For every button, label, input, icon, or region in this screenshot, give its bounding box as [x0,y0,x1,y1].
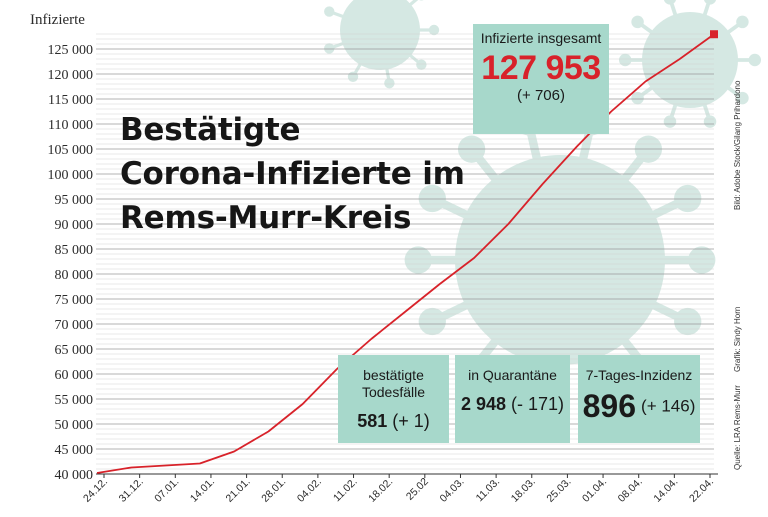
incidence-label: 7-Tages-Inzidenz [578,367,700,384]
deaths-box: bestätigte Todesfälle 581 (+ 1) [338,355,449,443]
y-tick-label: 75 000 [55,293,94,308]
graphic-credit: Grafik: Sindy Horn [733,307,742,372]
virus-body [455,155,665,365]
y-axis-label: Infizierte [30,12,85,29]
x-tick-label: 01.04. [580,476,609,505]
quarantine-value: 2 948 [461,394,506,414]
chart-title: Bestätigte Corona-Infizierte im Rems-Mur… [120,108,465,240]
y-axis-ticks: 40 000 45 000 50 000 55 000 60 000 65 000 70 0… [48,43,94,483]
quarantine-change: (- 171) [511,394,564,414]
x-tick-label: 04.02. [295,476,324,505]
y-tick-label: 115 000 [48,93,93,108]
x-tick-label: 08.04. [616,476,645,505]
virus-spike-head [704,0,716,5]
title-line-1: Bestätigte [120,108,465,152]
incidence-box: 7-Tages-Inzidenz 896 (+ 146) [578,355,700,443]
virus-spike-head [688,246,715,273]
y-tick-label: 80 000 [55,268,94,283]
incidence-value: 896 [583,388,636,424]
x-tick-label: 25.02 [404,476,431,503]
y-tick-label: 85 000 [55,243,94,258]
virus-spike-head [674,308,701,335]
virus-spike-head [619,54,631,66]
y-tick-label: 45 000 [55,443,94,458]
x-tick-label: 28.01. [259,476,288,505]
x-tick-label: 11.02. [331,476,360,505]
x-tick-label: 21.01. [224,476,253,505]
y-tick-label: 40 000 [55,468,94,483]
x-tick-label: 25.03. [544,476,573,505]
y-tick-label: 110 000 [48,118,93,133]
deaths-value: 581 [357,411,387,431]
incidence-value-row: 896 (+ 146) [578,388,700,425]
y-tick-label: 55 000 [55,393,94,408]
x-tick-label: 22.04. [687,476,716,505]
title-line-2: Corona-Infizierte im [120,152,465,196]
virus-spike-head [736,16,748,28]
virus-spike-head [664,0,676,5]
x-tick-label: 14.01. [188,476,217,505]
series-end-marker [710,30,718,38]
x-tick-label: 14.04. [651,476,680,505]
y-tick-label: 60 000 [55,368,94,383]
source-credit: Quelle: LRA Rems-Murr [733,385,742,470]
x-tick-label: 07.01. [152,476,181,505]
y-tick-label: 120 000 [48,68,94,83]
y-tick-label: 65 000 [55,343,94,358]
virus-spike-head [749,54,761,66]
y-tick-label: 70 000 [55,318,94,333]
y-tick-label: 100 000 [48,168,94,183]
virus-spike-head [324,6,334,16]
virus-spike-head [405,246,432,273]
deaths-label: bestätigte Todesfälle [338,367,449,401]
y-tick-label: 105 000 [48,143,94,158]
x-tick-label: 31.12. [117,476,146,505]
y-tick-label: 125 000 [48,43,94,58]
title-line-3: Rems-Murr-Kreis [120,196,465,240]
incidence-change: (+ 146) [641,397,695,416]
y-tick-label: 95 000 [55,193,94,208]
virus-spike-head [664,115,676,127]
virus-spike-head [631,16,643,28]
total-infected-box: Infizierte insgesamt 127 953 (+ 706) [473,24,609,134]
virus-spike-head [704,115,716,127]
virus-spike-head [348,72,358,82]
virus-body [642,12,738,108]
quarantine-value-row: 2 948 (- 171) [455,394,570,415]
virus-spike-head [384,78,394,88]
virus-spike-head [419,308,446,335]
x-tick-label: 11.03. [474,476,503,505]
x-tick-label: 18.02. [366,476,395,505]
virus-spike-head [416,60,426,70]
x-tick-label: 04.03. [437,476,466,505]
x-tick-label: 18.03. [509,476,538,505]
photo-credit: Bild: Adobe Stock/Gilang Prihardono [733,81,742,210]
deaths-value-row: 581 (+ 1) [338,411,449,432]
quarantine-label: in Quarantäne [455,367,570,384]
virus-body [340,0,420,70]
virus-spike-head [324,43,334,53]
quarantine-box: in Quarantäne 2 948 (- 171) [455,355,570,443]
y-tick-label: 90 000 [55,218,94,233]
y-tick-label: 50 000 [55,418,94,433]
x-axis-ticks: 24.12.31.12.07.01.14.01.21.01.28.01.04.0… [81,474,716,505]
deaths-change: (+ 1) [392,411,430,431]
total-infected-value: 127 953 [473,50,609,86]
total-infected-label: Infizierte insgesamt [473,30,609,47]
virus-spike-head [429,25,439,35]
total-infected-change: (+ 706) [473,87,609,104]
